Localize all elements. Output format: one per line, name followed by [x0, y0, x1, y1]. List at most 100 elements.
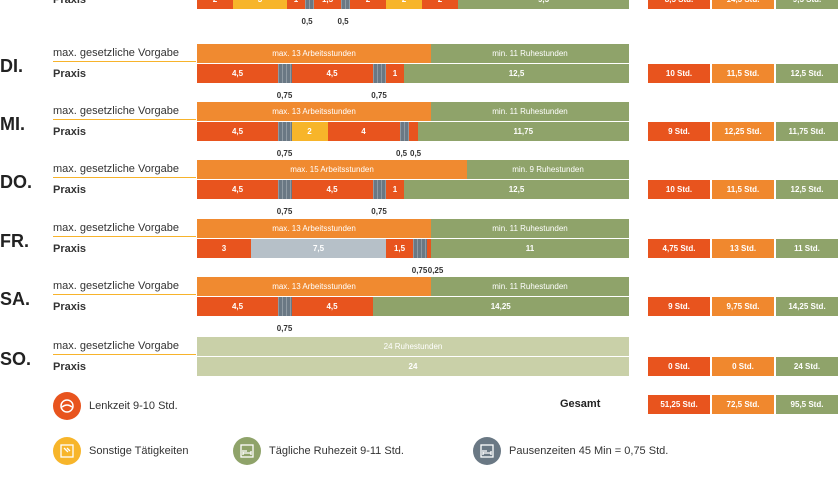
pause-segment	[399, 122, 409, 141]
daily-sum-lenk: 8,5 Std.	[648, 0, 710, 9]
praxis-bar-segment: 4,5	[197, 297, 278, 316]
praxis-bar-segment: 2	[197, 0, 233, 9]
total-sum-ruhe: 95,5 Std.	[776, 395, 838, 414]
praxis-bar-segment: 1,5	[314, 0, 341, 9]
daily-sum-ruhe: 11 Std.	[776, 239, 838, 258]
legend-item-lenkzeit: Lenkzeit 9-10 Std.	[53, 392, 178, 420]
plan-bar-segment: max. 13 Arbeitsstunden	[197, 277, 431, 296]
plan-row-label: max. gesetzliche Vorgabe	[53, 222, 179, 234]
praxis-bar-segment: 12,5	[404, 64, 629, 83]
praxis-bar-segment: 1	[386, 64, 404, 83]
praxis-bar-segment: 4,5	[291, 180, 373, 199]
daily-sum-arbeit: 11,5 Std.	[712, 180, 774, 199]
plan-row-label: max. gesetzliche Vorgabe	[53, 105, 179, 117]
daily-sum-lenk: 4,75 Std.	[648, 239, 710, 258]
legend-item-ruhe: Tägliche Ruhezeit 9-11 Std.	[233, 437, 404, 465]
bed-icon	[233, 437, 261, 465]
plan-bar-segment: min. 11 Ruhestunden	[431, 102, 629, 121]
pause-segment	[278, 64, 292, 83]
legend-item-pause: Pausenzeiten 45 Min = 0,75 Std.	[473, 437, 668, 465]
daily-sum-ruhe: 12,5 Std.	[776, 64, 838, 83]
row-underline	[53, 177, 196, 178]
praxis-bar-segment: 4,5	[197, 180, 278, 199]
day-label: SO.	[0, 349, 32, 369]
pause-segment	[278, 180, 292, 199]
daily-sum-arbeit: 0 Std.	[712, 357, 774, 376]
bed-icon	[473, 437, 501, 465]
legend-label: Pausenzeiten 45 Min = 0,75 Std.	[509, 445, 669, 457]
praxis-row-label: Praxis	[53, 0, 87, 6]
praxis-bar-segment: 24	[197, 357, 629, 376]
daily-sum-arbeit: 9,75 Std.	[712, 297, 774, 316]
day-label: MI.	[0, 114, 25, 134]
plan-row-label: max. gesetzliche Vorgabe	[53, 163, 179, 175]
legend-label: Tägliche Ruhezeit 9-11 Std.	[269, 445, 404, 457]
daily-sum-lenk: 9 Std.	[648, 122, 710, 141]
praxis-row-label: Praxis	[53, 184, 87, 196]
pause-duration-label: 0,5	[396, 149, 408, 158]
pause-duration-label: 0,5	[410, 149, 422, 158]
plan-row-label: max. gesetzliche Vorgabe	[53, 340, 179, 352]
legend-label: Sonstige Tätigkeiten	[89, 445, 189, 457]
legend-label: Lenkzeit 9-10 Std.	[89, 400, 178, 412]
pause-segment	[413, 239, 427, 258]
plan-bar-segment: min. 11 Ruhestunden	[431, 219, 629, 238]
daily-sum-ruhe: 24 Std.	[776, 357, 838, 376]
plan-bar-segment: 24 Ruhestunden	[197, 337, 629, 356]
row-underline	[53, 236, 196, 237]
daily-sum-arbeit: 12,25 Std.	[712, 122, 774, 141]
praxis-bar-segment: 3	[197, 239, 251, 258]
pause-segment	[341, 0, 350, 9]
pause-segment	[278, 122, 292, 141]
praxis-bar-segment: 1	[386, 180, 404, 199]
praxis-row-label: Praxis	[53, 243, 87, 255]
praxis-bar-segment: 11	[431, 239, 629, 258]
praxis-row-label: Praxis	[53, 68, 87, 80]
praxis-bar-segment	[408, 122, 418, 141]
plan-bar-segment: max. 15 Arbeitsstunden	[197, 160, 467, 179]
day-label: MO.	[0, 0, 34, 3]
pause-duration-label: 0,75	[411, 266, 428, 275]
daily-sum-lenk: 0 Std.	[648, 357, 710, 376]
pause-duration-label: 0,25	[427, 266, 444, 275]
hammer-icon	[53, 437, 81, 465]
row-underline	[53, 61, 196, 62]
daily-sum-arbeit: 13 Std.	[712, 239, 774, 258]
pause-segment	[278, 297, 292, 316]
gesamt-label: Gesamt	[560, 398, 601, 410]
daily-sum-ruhe: 14,25 Std.	[776, 297, 838, 316]
praxis-bar-segment: 4,5	[291, 297, 373, 316]
praxis-row-label: Praxis	[53, 301, 87, 313]
daily-sum-arbeit: 14,5 Std.	[712, 0, 774, 9]
daily-sum-arbeit: 11,5 Std.	[712, 64, 774, 83]
praxis-bar-segment: 1	[287, 0, 305, 9]
day-label: DI.	[0, 56, 24, 76]
praxis-bar-segment: 4	[327, 122, 400, 141]
pause-duration-label: 0,75	[371, 207, 387, 216]
day-label: DO.	[0, 172, 33, 192]
steering-wheel-icon	[53, 392, 81, 420]
praxis-bar-segment: 4,5	[197, 64, 278, 83]
pause-duration-label: 0,5	[301, 17, 313, 26]
praxis-bar-segment: 12,5	[404, 180, 629, 199]
daily-sum-ruhe: 9,5 Std.	[776, 0, 838, 9]
total-sum-lenk: 51,25 Std.	[648, 395, 710, 414]
praxis-bar-segment	[426, 239, 431, 258]
total-sum-arbeit: 72,5 Std.	[712, 395, 774, 414]
praxis-bar-segment: 2	[350, 0, 386, 9]
plan-bar-segment: min. 11 Ruhestunden	[431, 44, 629, 63]
praxis-bar-segment: 2	[422, 0, 458, 9]
row-underline	[53, 294, 196, 295]
praxis-bar-segment: 9,5	[458, 0, 629, 9]
pause-duration-label: 0,75	[276, 91, 293, 100]
daily-sum-ruhe: 11,75 Std.	[776, 122, 838, 141]
pause-duration-label: 0,75	[276, 324, 293, 333]
praxis-bar-segment: 3	[233, 0, 287, 9]
day-label: FR.	[0, 231, 29, 251]
pause-duration-label: 0,75	[276, 207, 293, 216]
praxis-bar-segment: 4,5	[197, 122, 278, 141]
praxis-row-label: Praxis	[53, 126, 87, 138]
praxis-bar-segment: 4,5	[291, 64, 373, 83]
row-underline	[53, 354, 196, 355]
legend-item-sonstige: Sonstige Tätigkeiten	[53, 437, 188, 465]
